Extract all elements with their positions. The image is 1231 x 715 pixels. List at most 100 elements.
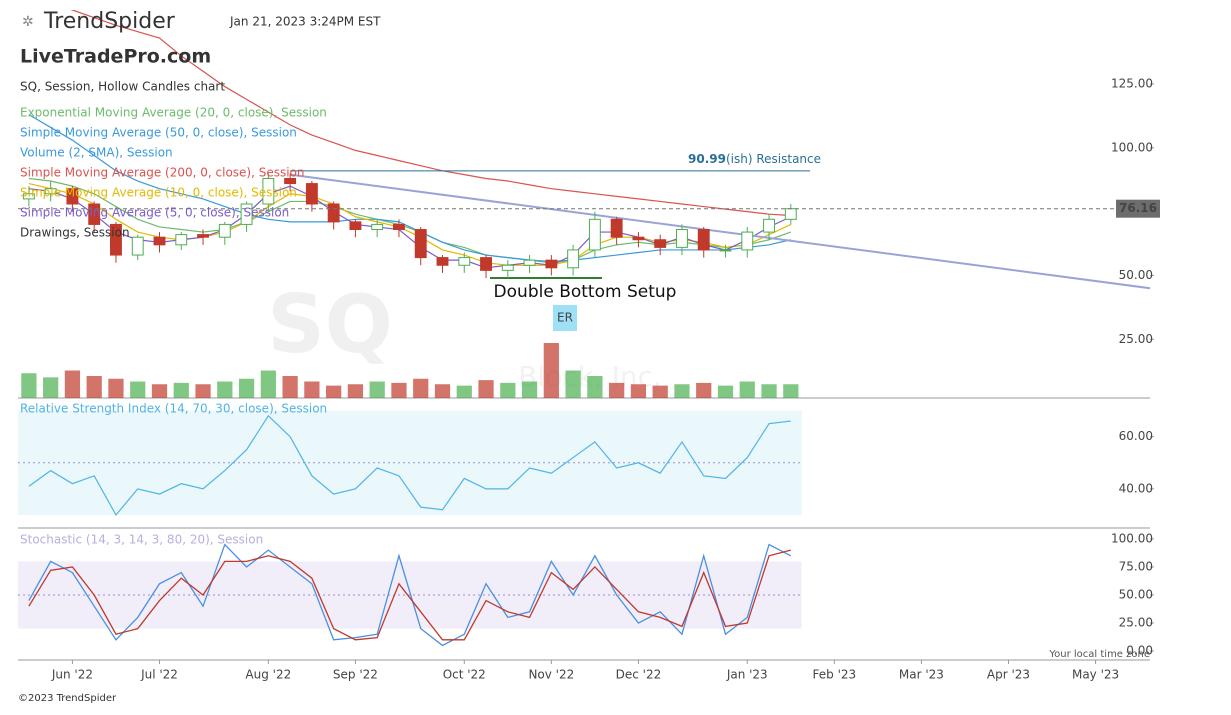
candle-body xyxy=(262,177,275,205)
volume-bar xyxy=(260,370,276,398)
x-tick-label: Feb '23 xyxy=(813,668,857,682)
candle-body xyxy=(327,203,340,223)
candle-body xyxy=(349,221,362,231)
stoch-line xyxy=(28,543,792,647)
volume-bar xyxy=(195,384,211,398)
candle-body xyxy=(458,257,471,266)
volume-bar xyxy=(761,384,777,398)
moving-average xyxy=(28,114,791,263)
candle-body xyxy=(414,229,427,259)
candle-body xyxy=(110,223,122,256)
candle-body xyxy=(588,218,601,251)
candle-body xyxy=(719,249,732,252)
x-tick-label: Apr '23 xyxy=(987,668,1030,682)
volume-bar xyxy=(151,384,168,398)
x-tick-label: Oct '22 xyxy=(443,668,486,682)
copyright: ©2023 TrendSpider xyxy=(18,693,117,704)
candle-body xyxy=(197,234,209,238)
candle-body xyxy=(523,259,536,266)
resistance-text: (ish) Resistance xyxy=(726,151,821,165)
x-tick-label: Sep '22 xyxy=(333,668,378,682)
moving-average xyxy=(70,10,791,217)
x-tick-label: Mar '23 xyxy=(899,668,944,682)
volume-bar xyxy=(521,381,538,398)
logo-icon: ✲ xyxy=(22,14,34,30)
candle-body xyxy=(131,236,144,256)
y-tick-label: 25.00 xyxy=(1119,332,1153,346)
candle-body xyxy=(175,234,188,246)
y-tick-label: 50.00 xyxy=(1119,588,1153,602)
volume-bar xyxy=(587,376,603,398)
volume-bar xyxy=(21,373,37,398)
x-tick-label: Jul '22 xyxy=(140,668,178,682)
volume-bar xyxy=(630,384,647,398)
y-tick-label: 50.00 xyxy=(1119,268,1153,282)
y-tick-label: 125.00 xyxy=(1111,77,1153,91)
header: ✲ TrendSpider Jan 21, 2023 3:24PM EST Li… xyxy=(18,9,1150,704)
volume-bar xyxy=(652,385,668,398)
x-tick-label: Dec '22 xyxy=(616,668,662,682)
volume-bar xyxy=(500,382,516,398)
rsi-line xyxy=(28,414,791,517)
x-tick-label: Nov '22 xyxy=(528,668,574,682)
background xyxy=(18,397,1150,661)
volume-bar xyxy=(130,381,146,398)
volume-bar xyxy=(478,380,494,398)
brand: TrendSpider xyxy=(43,9,176,34)
legend-entry: Drawings, Session xyxy=(20,226,130,240)
candle-body xyxy=(501,264,514,271)
candle-body xyxy=(632,236,645,241)
volume-bar xyxy=(456,385,472,398)
y-tick-label: 100.00 xyxy=(1111,531,1153,545)
candle-body xyxy=(284,177,297,185)
candle-body xyxy=(676,229,688,248)
legend-entry: Simple Moving Average (50, 0, close), Se… xyxy=(20,126,297,140)
y-tick-label: 40.00 xyxy=(1119,481,1153,495)
candle-body xyxy=(545,259,558,269)
trend-line xyxy=(289,173,1151,290)
volume-bar xyxy=(696,382,712,398)
volume-bar xyxy=(609,382,625,398)
candle-body xyxy=(153,236,166,246)
volume-bar xyxy=(217,381,233,398)
candle-body xyxy=(436,257,449,266)
candle-body xyxy=(784,208,797,220)
double-bottom-label: Double Bottom Setup xyxy=(494,282,677,302)
volume-bar xyxy=(86,376,102,398)
volume-bar xyxy=(739,381,755,398)
candle-body xyxy=(305,183,318,205)
volume-bar xyxy=(674,384,690,398)
candle-body xyxy=(654,239,667,248)
volume-bar xyxy=(173,382,189,398)
volume-bar xyxy=(717,385,734,398)
resistance-label: 90.99(ish) Resistance xyxy=(688,151,821,165)
last-price-box xyxy=(1116,199,1160,218)
volume-bar xyxy=(108,378,124,398)
x-tick-label: May '23 xyxy=(1072,668,1119,682)
candle-body xyxy=(88,203,101,225)
volume-bar xyxy=(326,385,342,398)
x-tick-label: Jun '22 xyxy=(51,668,93,682)
resistance-value: 90.99 xyxy=(688,151,726,165)
y-tick-label: 100.00 xyxy=(1111,140,1153,154)
stoch-line xyxy=(28,549,791,641)
volume-bar xyxy=(413,378,429,398)
candle-body xyxy=(567,249,580,269)
timestamp: Jan 21, 2023 3:24PM EST xyxy=(229,15,381,29)
stoch-title: Stochastic (14, 3, 14, 3, 80, 20), Sessi… xyxy=(20,533,263,547)
candle-body xyxy=(480,257,492,271)
legend-entry: Exponential Moving Average (20, 0, close… xyxy=(20,106,327,120)
legend-title: SQ, Session, Hollow Candles chart xyxy=(20,80,225,94)
candle-body xyxy=(610,218,623,238)
event-box xyxy=(553,305,577,331)
candle-body xyxy=(763,218,775,233)
timezone: Your local time zone xyxy=(1048,649,1150,660)
legend-entry: Simple Moving Average (10, 0, close), Se… xyxy=(20,186,297,200)
volume-bar xyxy=(347,384,364,398)
volume-bar xyxy=(282,376,298,398)
watermark-symbol: SQ xyxy=(267,278,393,371)
plot: 25.00 50.00 100.00 125.00 40.00 60.00 0.00 25.0… xyxy=(18,10,1160,682)
legend-entry: Simple Moving Average (5, 0, close), Ses… xyxy=(20,206,289,220)
